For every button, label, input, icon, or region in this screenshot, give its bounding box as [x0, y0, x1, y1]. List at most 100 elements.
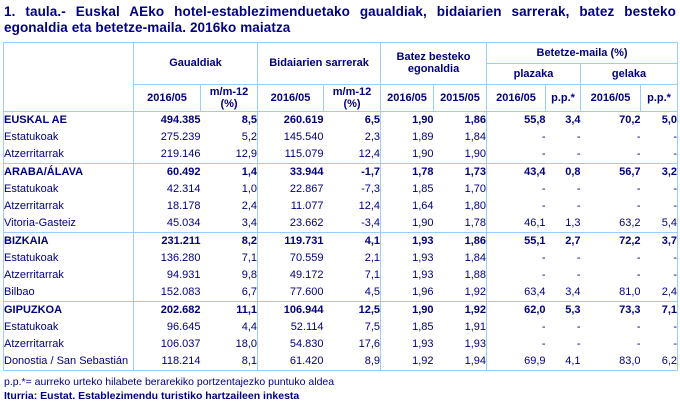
cell-value: 2,3 — [323, 129, 382, 147]
cell-value: 11,1 — [200, 301, 259, 320]
table-body: EUSKAL AE 494.385 8,5 260.619 6,5 1,90 1,86 55,… — [3, 111, 679, 372]
cell-value: 3,4 — [545, 111, 581, 130]
cell-value: 275.239 — [160, 131, 201, 144]
row-label: Atzerritarrak — [3, 198, 134, 216]
cell-value: 42.314 — [166, 183, 201, 196]
row-label: Atzerritarrak — [3, 146, 134, 164]
column-header: 2016/05 — [257, 83, 325, 113]
cell-value: 1,94 — [433, 353, 488, 372]
table-row: ARABA/ÁLAVA 60.492 1,4 33.944 -1,7 1,78 1,73 43… — [3, 163, 679, 182]
cell-value: 94.931 — [166, 269, 201, 282]
cell-value: 43,4 — [486, 163, 546, 182]
table-row: BIZKAIA 231.211 8,2 119.731 4,1 1,93 1,86 55,1 2… — [3, 232, 679, 251]
cell-value: 61.420 — [257, 353, 324, 372]
cell-value: 1,64 — [412, 200, 434, 213]
cell-value: - — [636, 183, 641, 196]
cell-value: - — [576, 321, 581, 334]
cell-value: 1,85 — [412, 183, 434, 196]
cell-value: 0,8 — [545, 163, 581, 182]
cell-value: 136.280 — [160, 252, 201, 265]
cell-value: 260.619 — [257, 111, 324, 130]
cell-value: - — [541, 200, 546, 213]
cell-value: 12,9 — [200, 146, 259, 164]
row-label: Estatukoak — [3, 319, 134, 337]
cell-value: 145.540 — [283, 131, 324, 144]
cell-value: 1,78 — [433, 215, 488, 233]
header-subgroup-row: plazaka gelaka — [4, 62, 679, 85]
header-group-row: Gaualdiak Bidaiarien sarrerak Batez best… — [3, 41, 679, 113]
table-row: Donostia / San Sebastián 118.214 8,1 61.420… — [3, 353, 679, 372]
header-corner-cell — [3, 41, 134, 113]
cell-value: -3,4 — [323, 215, 382, 233]
cell-value: -1,7 — [323, 163, 382, 182]
table-row: Atzerritarrak 106.037 18,0 54.830 17,6 1,93 1,… — [3, 336, 679, 354]
cell-value: 1,92 — [380, 353, 434, 372]
cell-value: 1,0 — [200, 181, 259, 199]
row-label: Estatukoak — [3, 250, 134, 268]
header-subgroup-plazaka: plazaka — [486, 62, 582, 85]
cell-value: 1,92 — [433, 284, 488, 302]
cell-value: - — [541, 131, 546, 144]
cell-value: 1,85 — [412, 321, 434, 334]
table-row: Estatukoak 275.239 5,2 145.540 2,3 1,89 1,84- -… — [3, 129, 679, 147]
header-group-batez-besteko-egonaldia: Batez besteko egonaldia — [380, 41, 488, 85]
cell-value: 8,1 — [200, 353, 259, 372]
column-header: 2016/05 — [133, 83, 201, 113]
cell-value: 494.385 — [133, 111, 201, 130]
cell-value: 96.645 — [166, 321, 201, 334]
cell-value: 1,96 — [412, 286, 434, 299]
table-row: Estatukoak 96.645 4,4 52.114 7,5 1,85 1,91- - - - — [3, 319, 679, 337]
cell-value: 83,0 — [580, 353, 641, 372]
cell-value: 202.682 — [133, 301, 201, 320]
cell-value: 1,93 — [380, 232, 434, 251]
cell-value: - — [636, 321, 641, 334]
cell-value: 49.172 — [289, 269, 324, 282]
table-row: GIPUZKOA 202.682 11,1 106.944 12,5 1,90 1,92 62… — [3, 301, 679, 320]
cell-value: 1,90 — [380, 111, 434, 130]
footnote-text: p.p.*= aurreko urteko hilabete berarekik… — [4, 376, 335, 389]
row-label: Estatukoak — [3, 181, 134, 199]
header-group-betetze-maila: Betetze-maila (%) — [486, 41, 679, 64]
cell-value: 1,93 — [412, 338, 434, 351]
cell-value: 5,2 — [200, 129, 259, 147]
cell-value: 152.083 — [160, 286, 201, 299]
cell-value: 1,88 — [433, 267, 488, 285]
cell-value: - — [640, 267, 679, 285]
cell-value: 1,86 — [433, 232, 488, 251]
cell-value: 56,7 — [580, 163, 641, 182]
cell-value: 7,1 — [323, 267, 382, 285]
cell-value: 4,1 — [323, 232, 382, 251]
table-row: Atzerritarrak 219.146 12,9 115.079 12,4 1,90 1… — [3, 146, 679, 164]
cell-value: 23.662 — [289, 217, 324, 230]
cell-value: 5,3 — [545, 301, 581, 320]
cell-value: 12,4 — [323, 146, 382, 164]
cell-value: 1,78 — [380, 163, 434, 182]
cell-value: 1,3 — [565, 217, 581, 230]
hotel-statistics-table: Gaualdiak Bidaiarien sarrerak Batez best… — [3, 41, 679, 372]
cell-value: - — [541, 338, 546, 351]
column-header: m/m-12 (%) — [323, 83, 382, 113]
cell-value: 7,1 — [200, 250, 259, 268]
cell-value: - — [640, 146, 679, 164]
cell-value: - — [636, 338, 641, 351]
cell-value: 2,7 — [545, 232, 581, 251]
cell-value: 1,86 — [433, 111, 488, 130]
cell-value: 1,84 — [433, 129, 488, 147]
cell-value: - — [636, 131, 641, 144]
cell-value: 70,2 — [580, 111, 641, 130]
cell-value: 72,2 — [580, 232, 641, 251]
cell-value: 1,93 — [412, 269, 434, 282]
cell-value: - — [640, 181, 679, 199]
header-column-row: 2016/05 m/m-12 (%) 2016/05 m/m-12 (%) 20… — [4, 83, 679, 113]
cell-value: 12,4 — [323, 198, 382, 216]
cell-value: - — [636, 252, 641, 265]
cell-value: 118.214 — [133, 353, 201, 372]
cell-value: 6,7 — [200, 284, 259, 302]
table-row: Estatukoak 42.314 1,0 22.867 -7,3 1,85 1,70- - -… — [3, 181, 679, 199]
cell-value: 22.867 — [289, 183, 324, 196]
cell-value: 81,0 — [619, 286, 641, 299]
cell-value: 9,8 — [200, 267, 259, 285]
row-label: Vitoria-Gasteiz — [3, 215, 134, 233]
row-label: Atzerritarrak — [3, 267, 134, 285]
cell-value: 5,0 — [640, 111, 679, 130]
